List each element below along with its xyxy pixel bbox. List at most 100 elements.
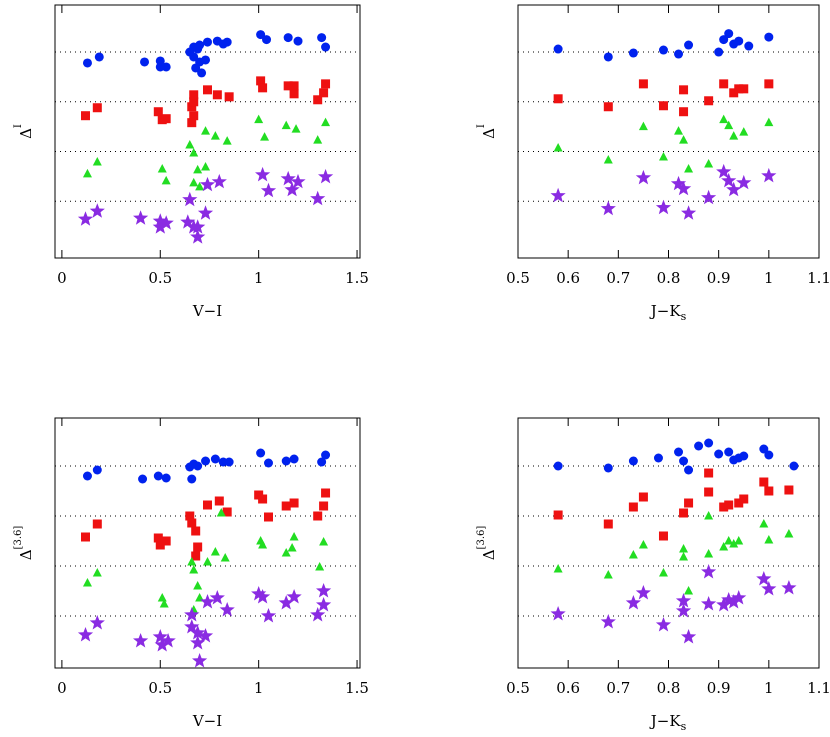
x-tick-label: 0.7 [606, 269, 630, 287]
point [764, 117, 774, 127]
point [289, 532, 299, 541]
y-axis-label: Δ[3.6] [476, 526, 499, 561]
point [189, 90, 199, 100]
x-axis-label: V−I [192, 712, 222, 730]
point [679, 135, 689, 144]
point [153, 533, 163, 543]
point [161, 473, 171, 483]
point [625, 595, 641, 610]
point [92, 465, 102, 475]
plot-frame [54, 4, 361, 259]
point [278, 595, 294, 610]
point [321, 117, 331, 127]
point [81, 532, 90, 542]
point [704, 468, 714, 478]
point [222, 37, 232, 47]
x-tick-label: 1 [764, 679, 774, 697]
point [152, 629, 168, 644]
point [220, 553, 230, 562]
point [92, 156, 102, 166]
point [736, 174, 752, 190]
point [679, 456, 689, 466]
point [260, 608, 277, 623]
x-tick-label: 1 [764, 269, 774, 287]
point [658, 45, 668, 55]
point [89, 203, 105, 218]
point [201, 161, 211, 171]
point [289, 89, 299, 99]
point [203, 500, 212, 510]
point [701, 189, 717, 205]
x-tick-label: 0.9 [707, 679, 731, 697]
point [655, 617, 672, 632]
point [553, 143, 563, 152]
point [704, 438, 714, 448]
point [224, 457, 234, 467]
point [553, 461, 563, 471]
point [211, 173, 227, 189]
point [190, 625, 206, 640]
point [628, 456, 638, 466]
point [784, 485, 794, 495]
point [189, 111, 199, 121]
point [254, 114, 264, 124]
point [201, 126, 211, 135]
x-axis-label: V−I [192, 302, 222, 320]
point [724, 29, 734, 39]
point [724, 120, 734, 130]
point [553, 44, 563, 54]
point [317, 33, 327, 43]
point [195, 40, 205, 50]
x-axis-label-main: V−I [192, 712, 222, 730]
x-tick-label: 1.5 [345, 679, 369, 697]
point [638, 540, 648, 549]
point [189, 52, 199, 62]
point [210, 131, 220, 140]
point [701, 564, 717, 579]
point [180, 214, 196, 229]
point [281, 548, 291, 557]
y-axis-label-main: Δ [480, 549, 498, 560]
point [193, 542, 203, 552]
x-axis-label-main: J−K [649, 302, 682, 320]
point [193, 461, 203, 471]
point [283, 81, 293, 91]
x-axis-label: J−Ks [649, 712, 687, 733]
point [729, 131, 739, 140]
point [784, 529, 794, 538]
point [216, 508, 226, 517]
point [724, 447, 734, 457]
point [600, 200, 616, 216]
y-axis-label: ΔI [476, 124, 499, 139]
point [318, 168, 334, 184]
point [82, 168, 92, 178]
point [289, 498, 299, 508]
point [161, 536, 171, 546]
point [287, 543, 297, 552]
y-axis-label: ΔI [13, 124, 36, 139]
point [256, 30, 266, 40]
point [187, 102, 197, 112]
point [675, 180, 692, 196]
point [550, 606, 566, 621]
point [161, 175, 171, 185]
point [319, 501, 329, 511]
x-tick-label: 0.6 [556, 269, 580, 287]
point [704, 549, 714, 558]
y-axis-label-sup: I [13, 124, 24, 128]
point [313, 135, 323, 144]
point [628, 48, 638, 58]
point [293, 36, 303, 46]
plot-frame [54, 417, 361, 669]
point [195, 593, 205, 602]
point [258, 83, 268, 93]
point [191, 63, 201, 73]
point [195, 181, 205, 191]
point [92, 519, 102, 529]
x-tick-label: 1 [254, 679, 264, 697]
point [189, 565, 199, 574]
point [157, 593, 167, 602]
point [82, 58, 92, 68]
point [719, 542, 729, 551]
